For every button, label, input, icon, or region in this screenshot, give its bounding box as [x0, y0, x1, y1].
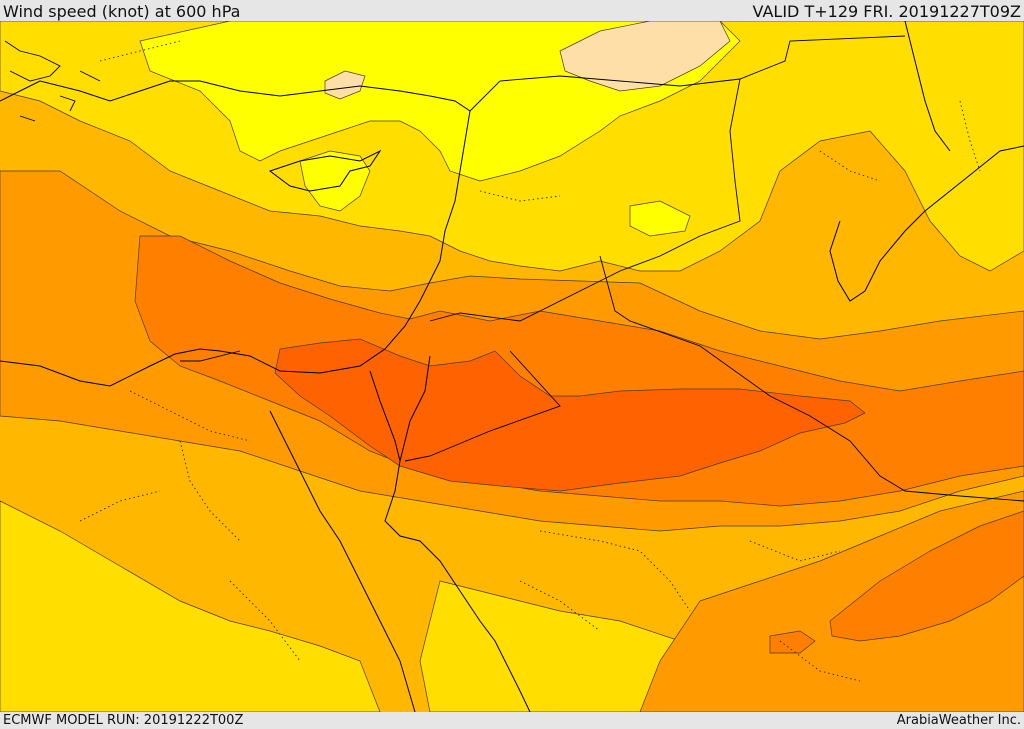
wind-speed-map[interactable] — [0, 21, 1024, 712]
model-run-label: ECMWF MODEL RUN: 20191222T00Z — [3, 713, 244, 728]
coastline-gulf-of-aqaba — [399, 355, 431, 462]
footer-bar: ECMWF MODEL RUN: 20191222T00Z ArabiaWeat… — [0, 712, 1024, 729]
band-dark-orange — [134, 235, 1024, 507]
coastline-mediterranean — [0, 80, 471, 387]
valid-time: VALID T+129 FRI. 20191227T09Z — [752, 2, 1021, 21]
coastline-caspian — [904, 21, 951, 152]
band-lightest-small — [324, 70, 366, 100]
border-line — [180, 35, 1024, 502]
header-bar: Wind speed (knot) at 600 hPa VALID T+129… — [0, 0, 1024, 21]
coastline-red-sea-east — [384, 460, 531, 712]
aegean-islands — [4, 40, 101, 122]
credit-label: ArabiaWeather Inc. — [896, 713, 1021, 728]
coastline-gulf-of-suez — [369, 370, 401, 462]
band-orange-southeast — [639, 490, 1024, 712]
coastline-red-sea-west — [269, 410, 416, 712]
band-gold-southwest — [0, 500, 381, 712]
band-dark-orange-patch — [769, 630, 816, 654]
coastline-cyprus — [268, 149, 382, 192]
band-red-orange — [274, 338, 866, 492]
map-title: Wind speed (knot) at 600 hPa — [3, 2, 241, 21]
internal-boundaries — [79, 40, 981, 682]
coastline-persian-gulf — [829, 145, 1024, 302]
map-canvas — [0, 21, 1024, 712]
band-yellow-cyprus — [299, 150, 371, 212]
band-yellow-iraq — [629, 200, 691, 237]
band-dark-orange-southeast — [829, 510, 1024, 642]
